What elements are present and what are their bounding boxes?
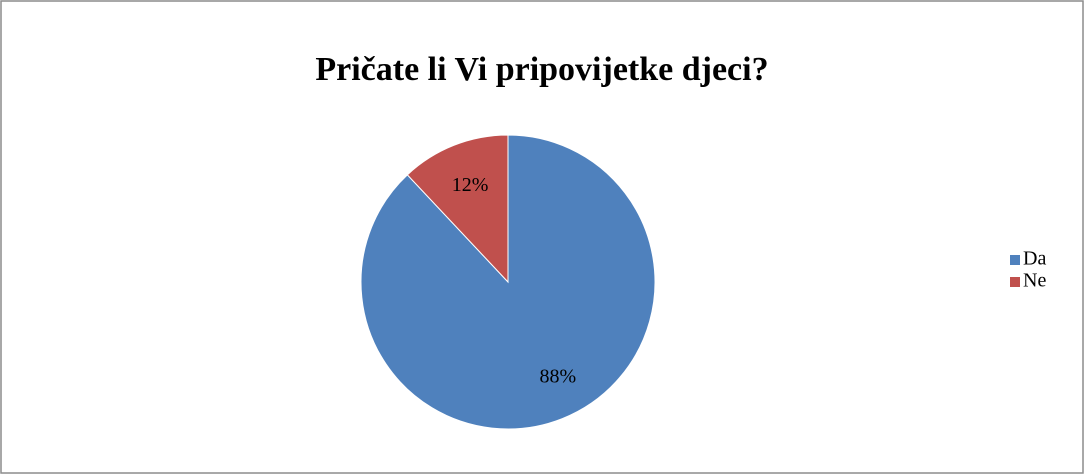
- chart-title: Pričate li Vi pripovijetke djeci?: [315, 51, 768, 88]
- legend-label: Da: [1023, 248, 1046, 270]
- pie-slice: [406, 134, 509, 284]
- legend-swatch: [1010, 277, 1020, 287]
- legend-swatch: [1010, 255, 1020, 265]
- data-label: 88%: [540, 365, 577, 387]
- legend-label: Ne: [1023, 270, 1046, 292]
- data-label: 12%: [452, 174, 489, 196]
